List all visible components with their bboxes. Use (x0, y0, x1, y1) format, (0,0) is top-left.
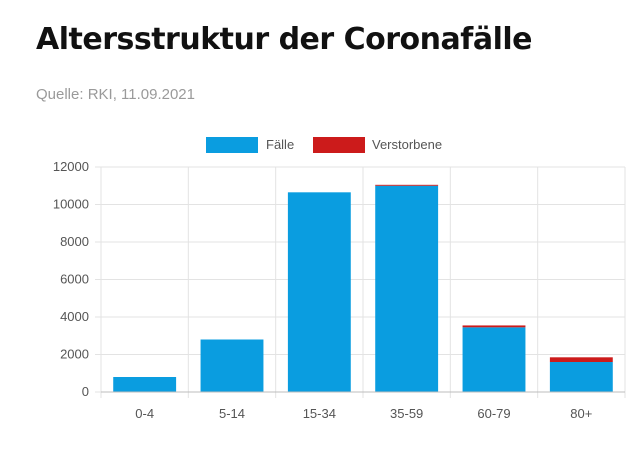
y-tick-label: 10000 (53, 197, 89, 212)
legend: Fälle Verstorbene (206, 137, 442, 153)
x-tick-label: 60-79 (477, 406, 510, 421)
y-tick-label: 8000 (60, 234, 89, 249)
bar-faelle-60-79[interactable] (462, 327, 526, 392)
x-tick-label: 0-4 (135, 406, 154, 421)
bar-faelle-35-59[interactable] (375, 185, 439, 392)
y-tick-label: 4000 (60, 309, 89, 324)
y-tick-label: 6000 (60, 272, 89, 287)
bar-verstorbene-35-59[interactable] (375, 184, 439, 186)
legend-label[interactable]: Verstorbene (372, 137, 442, 152)
bar-faelle-15-34[interactable] (287, 192, 351, 392)
bar-verstorbene-60-79[interactable] (462, 325, 526, 328)
source-caption: Quelle: RKI, 11.09.2021 (36, 86, 195, 103)
x-axis: 0-4 5-14 15-34 35-59 60-79 80+ (101, 391, 625, 421)
y-tick-label: 0 (82, 384, 89, 399)
grid-lines (95, 166, 626, 398)
bar-faelle-80+[interactable] (549, 362, 613, 392)
x-tick-label: 5-14 (219, 406, 245, 421)
bar-verstorbene-80+[interactable] (549, 357, 613, 362)
x-tick-label: 15-34 (303, 406, 336, 421)
y-tick-label: 12000 (53, 159, 89, 174)
page-title: Altersstruktur der Coronafälle (36, 22, 532, 57)
legend-label[interactable]: Fälle (266, 137, 294, 152)
y-axis: 0 2000 4000 6000 8000 10000 12000 (53, 159, 89, 399)
y-tick-label: 2000 (60, 347, 89, 362)
x-tick-label: 80+ (570, 406, 592, 421)
bars (113, 184, 613, 393)
bar-faelle-0-4[interactable] (113, 377, 177, 392)
bar-faelle-5-14[interactable] (200, 339, 264, 393)
legend-swatch-faelle[interactable] (206, 137, 258, 153)
legend-swatch-verstorbene[interactable] (313, 137, 365, 153)
x-tick-label: 35-59 (390, 406, 423, 421)
